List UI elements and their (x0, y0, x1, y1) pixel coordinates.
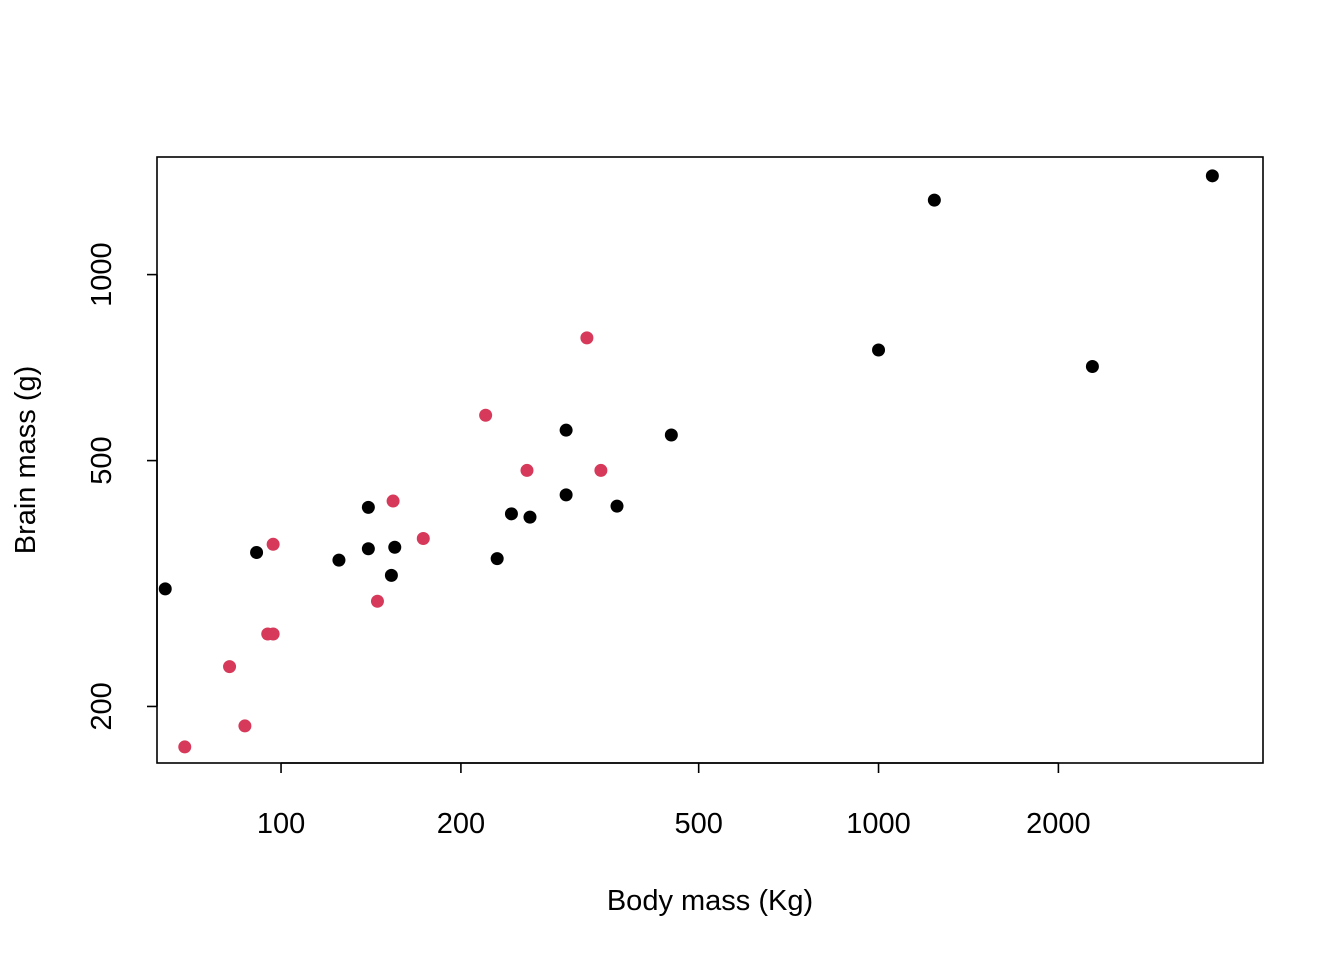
data-point-series-1 (361, 542, 375, 556)
data-point-series-1 (927, 193, 941, 207)
data-point-series-1 (504, 507, 518, 521)
data-point-series-2 (266, 627, 280, 641)
data-point-series-1 (610, 499, 624, 513)
data-point-series-2 (520, 463, 534, 477)
x-tick-label: 2000 (1026, 808, 1091, 840)
y-axis: 200 500 1000 (86, 242, 158, 731)
data-point-series-1 (664, 428, 678, 442)
x-tick-label: 100 (257, 808, 305, 840)
x-tick-label: 200 (437, 808, 485, 840)
data-point-series-1 (384, 568, 398, 582)
x-axis-label: Body mass (Kg) (607, 885, 813, 917)
data-point-series-2 (223, 660, 237, 674)
data-point-series-1 (872, 343, 886, 357)
y-tick-label: 1000 (86, 242, 118, 307)
data-point-series-1 (388, 540, 402, 554)
data-point-series-2 (416, 531, 430, 545)
x-tick-label: 500 (674, 808, 722, 840)
data-point-series-1 (1085, 359, 1099, 373)
data-point-series-1 (559, 488, 573, 502)
data-point-series-1 (1205, 169, 1219, 183)
data-point-series-1 (158, 582, 172, 596)
data-point-series-2 (594, 463, 608, 477)
data-point-series-2 (266, 537, 280, 551)
y-axis-label: Brain mass (g) (10, 366, 42, 555)
y-tick-label: 200 (86, 682, 118, 730)
data-point-series-2 (479, 408, 493, 422)
plot-frame (156, 156, 1264, 764)
x-tick-label: 1000 (846, 808, 911, 840)
x-axis: 100 200 500 1000 2000 (257, 762, 1091, 840)
data-point-series-2 (370, 594, 384, 608)
data-point-series-1 (332, 553, 346, 567)
y-tick-label: 500 (86, 436, 118, 484)
data-point-series-1 (490, 552, 504, 566)
data-point-series-2 (580, 331, 594, 345)
data-point-series-1 (250, 545, 264, 559)
data-point-series-2 (178, 740, 192, 754)
data-point-series-1 (559, 423, 573, 437)
data-point-series-2 (386, 494, 400, 508)
data-points (158, 169, 1219, 754)
data-point-series-1 (523, 510, 537, 524)
data-point-series-1 (361, 500, 375, 514)
data-point-series-2 (238, 719, 252, 733)
